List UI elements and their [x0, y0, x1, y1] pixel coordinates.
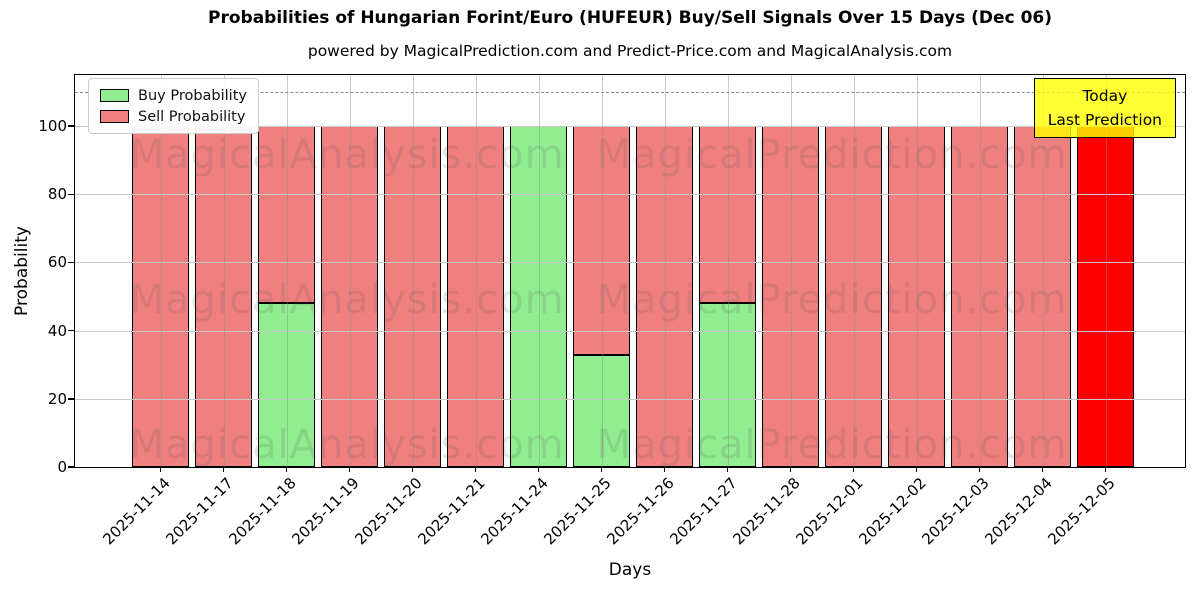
- gridline-horizontal: [75, 398, 1185, 400]
- y-axis-tick: [68, 125, 74, 127]
- chart-title: Probabilities of Hungarian Forint/Euro (…: [208, 8, 1052, 28]
- today-annotation-line1: Today: [1082, 87, 1128, 105]
- gridline-vertical: [412, 75, 414, 467]
- today-annotation-line2: Last Prediction: [1047, 111, 1162, 130]
- sell-bar-segment: [636, 126, 693, 467]
- y-tick-label: 0: [57, 458, 67, 476]
- x-axis-tick: [915, 467, 918, 472]
- y-tick-label: 60: [47, 253, 67, 272]
- sell-bar-segment: [1014, 126, 1071, 467]
- y-tick-label: 40: [47, 321, 67, 340]
- legend-item-sell: Sell Probability: [100, 106, 247, 127]
- sell-swatch-icon: [100, 110, 129, 123]
- gridline-vertical: [1105, 75, 1107, 467]
- x-axis-tick: [978, 467, 981, 472]
- gridline-vertical: [601, 75, 603, 467]
- watermark-text: MagicalPrediction.com: [596, 422, 1068, 468]
- x-axis-tick: [222, 467, 225, 472]
- y-axis-tick: [68, 193, 74, 196]
- sell-bar-segment: [384, 126, 441, 467]
- x-axis-tick: [789, 467, 792, 472]
- today-annotation-box: Today Last Prediction: [1033, 78, 1176, 139]
- y-tick-label: 80: [47, 185, 67, 204]
- x-axis-tick: [1104, 467, 1107, 472]
- y-axis-tick: [68, 261, 74, 264]
- x-axis-tick: [726, 467, 729, 472]
- x-axis-tick: [285, 467, 288, 472]
- buy-bar-segment: [510, 126, 567, 467]
- dashed-threshold-line: [75, 92, 1185, 94]
- gridline-vertical: [538, 75, 540, 467]
- x-axis-tick: [852, 467, 855, 472]
- x-axis-tick: [663, 467, 666, 472]
- x-axis-tick: [159, 467, 162, 472]
- sell-bar-segment: [573, 126, 630, 355]
- gridline-vertical: [727, 75, 729, 467]
- sell-bar-segment: [888, 126, 945, 467]
- gridline-horizontal: [75, 262, 1185, 264]
- gridline-horizontal: [75, 330, 1185, 332]
- y-axis-tick: [68, 398, 74, 400]
- y-axis-tick: [68, 466, 74, 468]
- watermark-text: MagicalAnalysis.com: [129, 422, 565, 468]
- y-tick-label: 20: [47, 389, 67, 408]
- sell-bar-segment: [195, 126, 252, 467]
- gridline-vertical: [349, 75, 351, 467]
- watermark-text: MagicalPrediction.com: [596, 277, 1068, 323]
- x-axis-tick: [411, 467, 414, 472]
- x-axis-tick: [474, 467, 477, 472]
- sell-bar-segment: [447, 126, 504, 467]
- buy-swatch-icon: [100, 89, 129, 102]
- legend-label-sell: Sell Probability: [138, 108, 246, 125]
- sell-bar-segment: [132, 126, 189, 467]
- gridline-vertical: [853, 75, 855, 467]
- gridline-horizontal: [75, 194, 1185, 196]
- sell-bar-segment: [762, 126, 819, 467]
- legend-item-buy: Buy Probability: [100, 85, 247, 106]
- x-axis-tick: [348, 467, 351, 472]
- gridline-vertical: [916, 75, 918, 467]
- sell-bar-segment: [321, 126, 378, 467]
- gridline-vertical: [223, 75, 225, 467]
- sell-bar-segment: [699, 126, 756, 304]
- watermark-text: MagicalAnalysis.com: [129, 132, 565, 178]
- x-axis-tick: [600, 467, 603, 472]
- y-axis-tick: [68, 329, 74, 332]
- gridline-vertical: [1042, 75, 1044, 467]
- x-axis-tick: [1041, 467, 1044, 472]
- x-axis-tick: [537, 467, 540, 472]
- sell-bar-segment: [1077, 126, 1134, 467]
- gridline-vertical: [979, 75, 981, 467]
- sell-bar-segment: [951, 126, 1008, 467]
- buy-bar-segment: [573, 354, 630, 467]
- watermark-text: MagicalAnalysis.com: [129, 277, 565, 323]
- y-tick-label: 100: [38, 117, 67, 136]
- legend-label-buy: Buy Probability: [138, 87, 247, 104]
- watermark-text: MagicalPrediction.com: [596, 132, 1068, 178]
- x-axis-title: Days: [608, 560, 652, 580]
- chart-subtitle: powered by MagicalPrediction.com and Pre…: [307, 42, 953, 60]
- gridline-vertical: [286, 75, 288, 467]
- gridline-vertical: [790, 75, 792, 467]
- plot-area: Buy Probability Sell Probability Today L…: [74, 74, 1186, 468]
- gridline-vertical: [160, 75, 162, 467]
- gridline-vertical: [664, 75, 666, 467]
- gridline-vertical: [475, 75, 477, 467]
- chart-legend: Buy Probability Sell Probability: [88, 78, 259, 134]
- gridline-horizontal: [75, 126, 1185, 128]
